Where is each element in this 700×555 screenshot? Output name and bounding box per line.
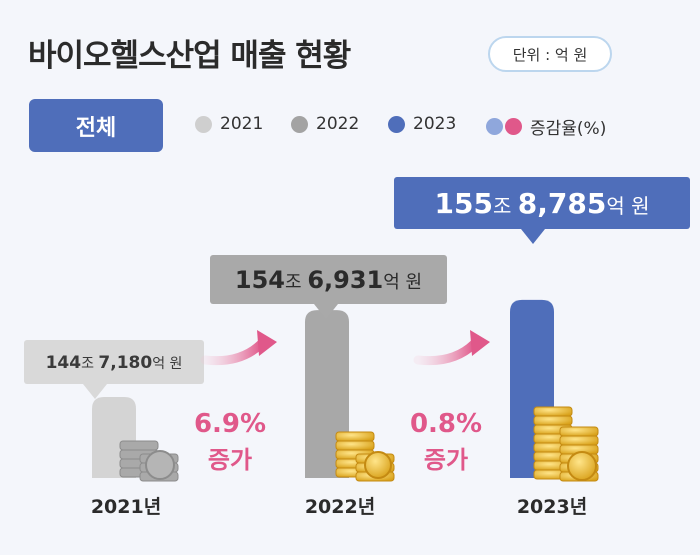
growth-pct-2: 0.8% xyxy=(410,409,482,439)
coin xyxy=(119,440,159,451)
category-label-1: 2021년 xyxy=(91,496,161,518)
legend-label-growth: 증감율(%) xyxy=(530,119,607,139)
coin-front xyxy=(145,450,175,480)
legend-item-2023: 2023 xyxy=(388,114,456,134)
legend-dot-2021 xyxy=(195,115,212,133)
coin xyxy=(559,435,599,446)
growth-arrow-2 xyxy=(413,339,479,366)
legend-dot-growth-blue xyxy=(486,118,503,135)
coin-front xyxy=(364,451,392,479)
coin xyxy=(533,415,573,426)
category-label-2: 2022년 xyxy=(305,496,375,518)
growth-arrow-1 xyxy=(200,339,266,366)
growth-text-1: 증가 xyxy=(208,446,252,474)
value-bubble-tail-3 xyxy=(521,229,545,244)
page-title: 바이오헬스산업 매출 현황 xyxy=(28,38,351,74)
value-label-1: 144조 7,180억 원 xyxy=(46,353,183,373)
unit-badge: 단위 : 억 원 xyxy=(488,36,612,72)
coin xyxy=(335,440,375,451)
coin xyxy=(559,426,599,437)
category-label-3: 2023년 xyxy=(517,496,587,518)
coin xyxy=(533,406,573,417)
growth-pct-1: 6.9% xyxy=(194,409,266,439)
growth-text-2: 증가 xyxy=(424,446,468,474)
value-label-2: 154조 6,931억 원 xyxy=(235,266,422,294)
legend-label-2023: 2023 xyxy=(413,114,457,134)
tab-total[interactable]: 전체 xyxy=(29,99,163,152)
legend-label-2022: 2022 xyxy=(316,114,360,134)
value-bubble-tail-2 xyxy=(314,304,338,319)
legend-dot-growth-pink xyxy=(505,118,522,135)
coin-front xyxy=(567,451,597,481)
value-bubble-2 xyxy=(210,255,447,304)
legend-item-2022: 2022 xyxy=(291,114,359,134)
legend-label-2021: 2021 xyxy=(220,114,264,134)
value-bubble-tail-1 xyxy=(83,384,107,399)
growth-arrowhead-1 xyxy=(257,330,277,356)
value-bubble-3 xyxy=(394,177,690,229)
legend-item-2021: 2021 xyxy=(195,114,263,134)
value-bubble-1 xyxy=(24,340,204,384)
value-label-3: 155조 8,785억 원 xyxy=(435,187,650,220)
coin xyxy=(335,431,375,442)
growth-arrowhead-2 xyxy=(470,330,490,356)
coin-decorations xyxy=(119,406,599,482)
legend-dot-2023 xyxy=(388,115,405,133)
legend-item-growth: 증감율(%) xyxy=(486,114,606,139)
legend-dot-2022 xyxy=(291,115,308,133)
